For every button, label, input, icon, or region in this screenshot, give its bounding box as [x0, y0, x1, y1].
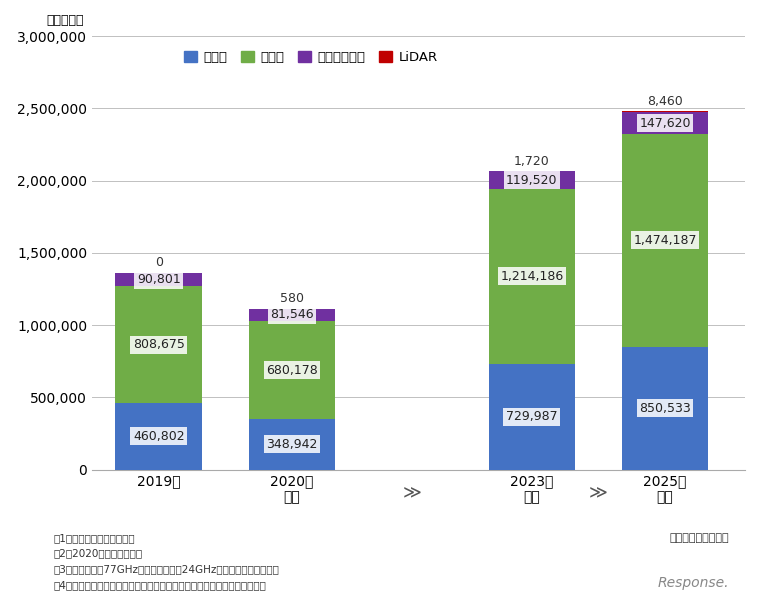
Bar	[115, 286, 202, 403]
Text: 81,546: 81,546	[270, 308, 314, 321]
Text: 注4．カメラにはセンシングカメラ、リア／サラウンドビューカメラを含む: 注4．カメラにはセンシングカメラ、リア／サラウンドビューカメラを含む	[54, 580, 266, 590]
Text: 1,214,186: 1,214,186	[500, 270, 564, 283]
Bar	[488, 364, 575, 470]
Text: 1,474,187: 1,474,187	[634, 234, 697, 247]
Text: 90,801: 90,801	[137, 273, 180, 286]
Text: 348,942: 348,942	[266, 438, 318, 451]
Text: 8,460: 8,460	[647, 95, 683, 108]
Bar	[622, 134, 708, 347]
Text: ≫: ≫	[402, 484, 422, 502]
Text: （百万円）: （百万円）	[46, 14, 84, 28]
Text: 注1．メーカ出荷金額ベース: 注1．メーカ出荷金額ベース	[54, 533, 135, 543]
Bar	[115, 273, 202, 286]
Bar	[249, 419, 336, 470]
Bar	[488, 188, 575, 364]
Text: 460,802: 460,802	[133, 430, 184, 443]
Bar	[249, 321, 336, 419]
Bar	[622, 113, 708, 134]
Bar	[622, 347, 708, 470]
Text: ≫: ≫	[589, 484, 607, 502]
Text: 850,533: 850,533	[639, 402, 691, 415]
Text: 680,178: 680,178	[266, 364, 318, 376]
Legend: レーダ, カメラ, 超音波センサ, LiDAR: レーダ, カメラ, 超音波センサ, LiDAR	[184, 51, 438, 64]
Text: 147,620: 147,620	[639, 117, 690, 129]
Text: 矢野経済研究所調べ: 矢野経済研究所調べ	[670, 533, 730, 543]
Text: 729,987: 729,987	[506, 411, 558, 423]
Text: 580: 580	[280, 293, 304, 305]
Text: 119,520: 119,520	[506, 173, 558, 187]
Bar	[249, 309, 336, 321]
Text: Response.: Response.	[658, 576, 730, 590]
Bar	[488, 172, 575, 188]
Text: 0: 0	[155, 256, 163, 270]
Text: 注2．2020年以降は予測値: 注2．2020年以降は予測値	[54, 548, 143, 559]
Text: 注3．レーダには77GHzミリ波レーダ、24GHz準ミリ波レーダを含む: 注3．レーダには77GHzミリ波レーダ、24GHz準ミリ波レーダを含む	[54, 564, 280, 574]
Text: 808,675: 808,675	[133, 338, 185, 351]
Bar	[622, 111, 708, 113]
Text: 1,720: 1,720	[514, 155, 550, 167]
Bar	[115, 403, 202, 470]
